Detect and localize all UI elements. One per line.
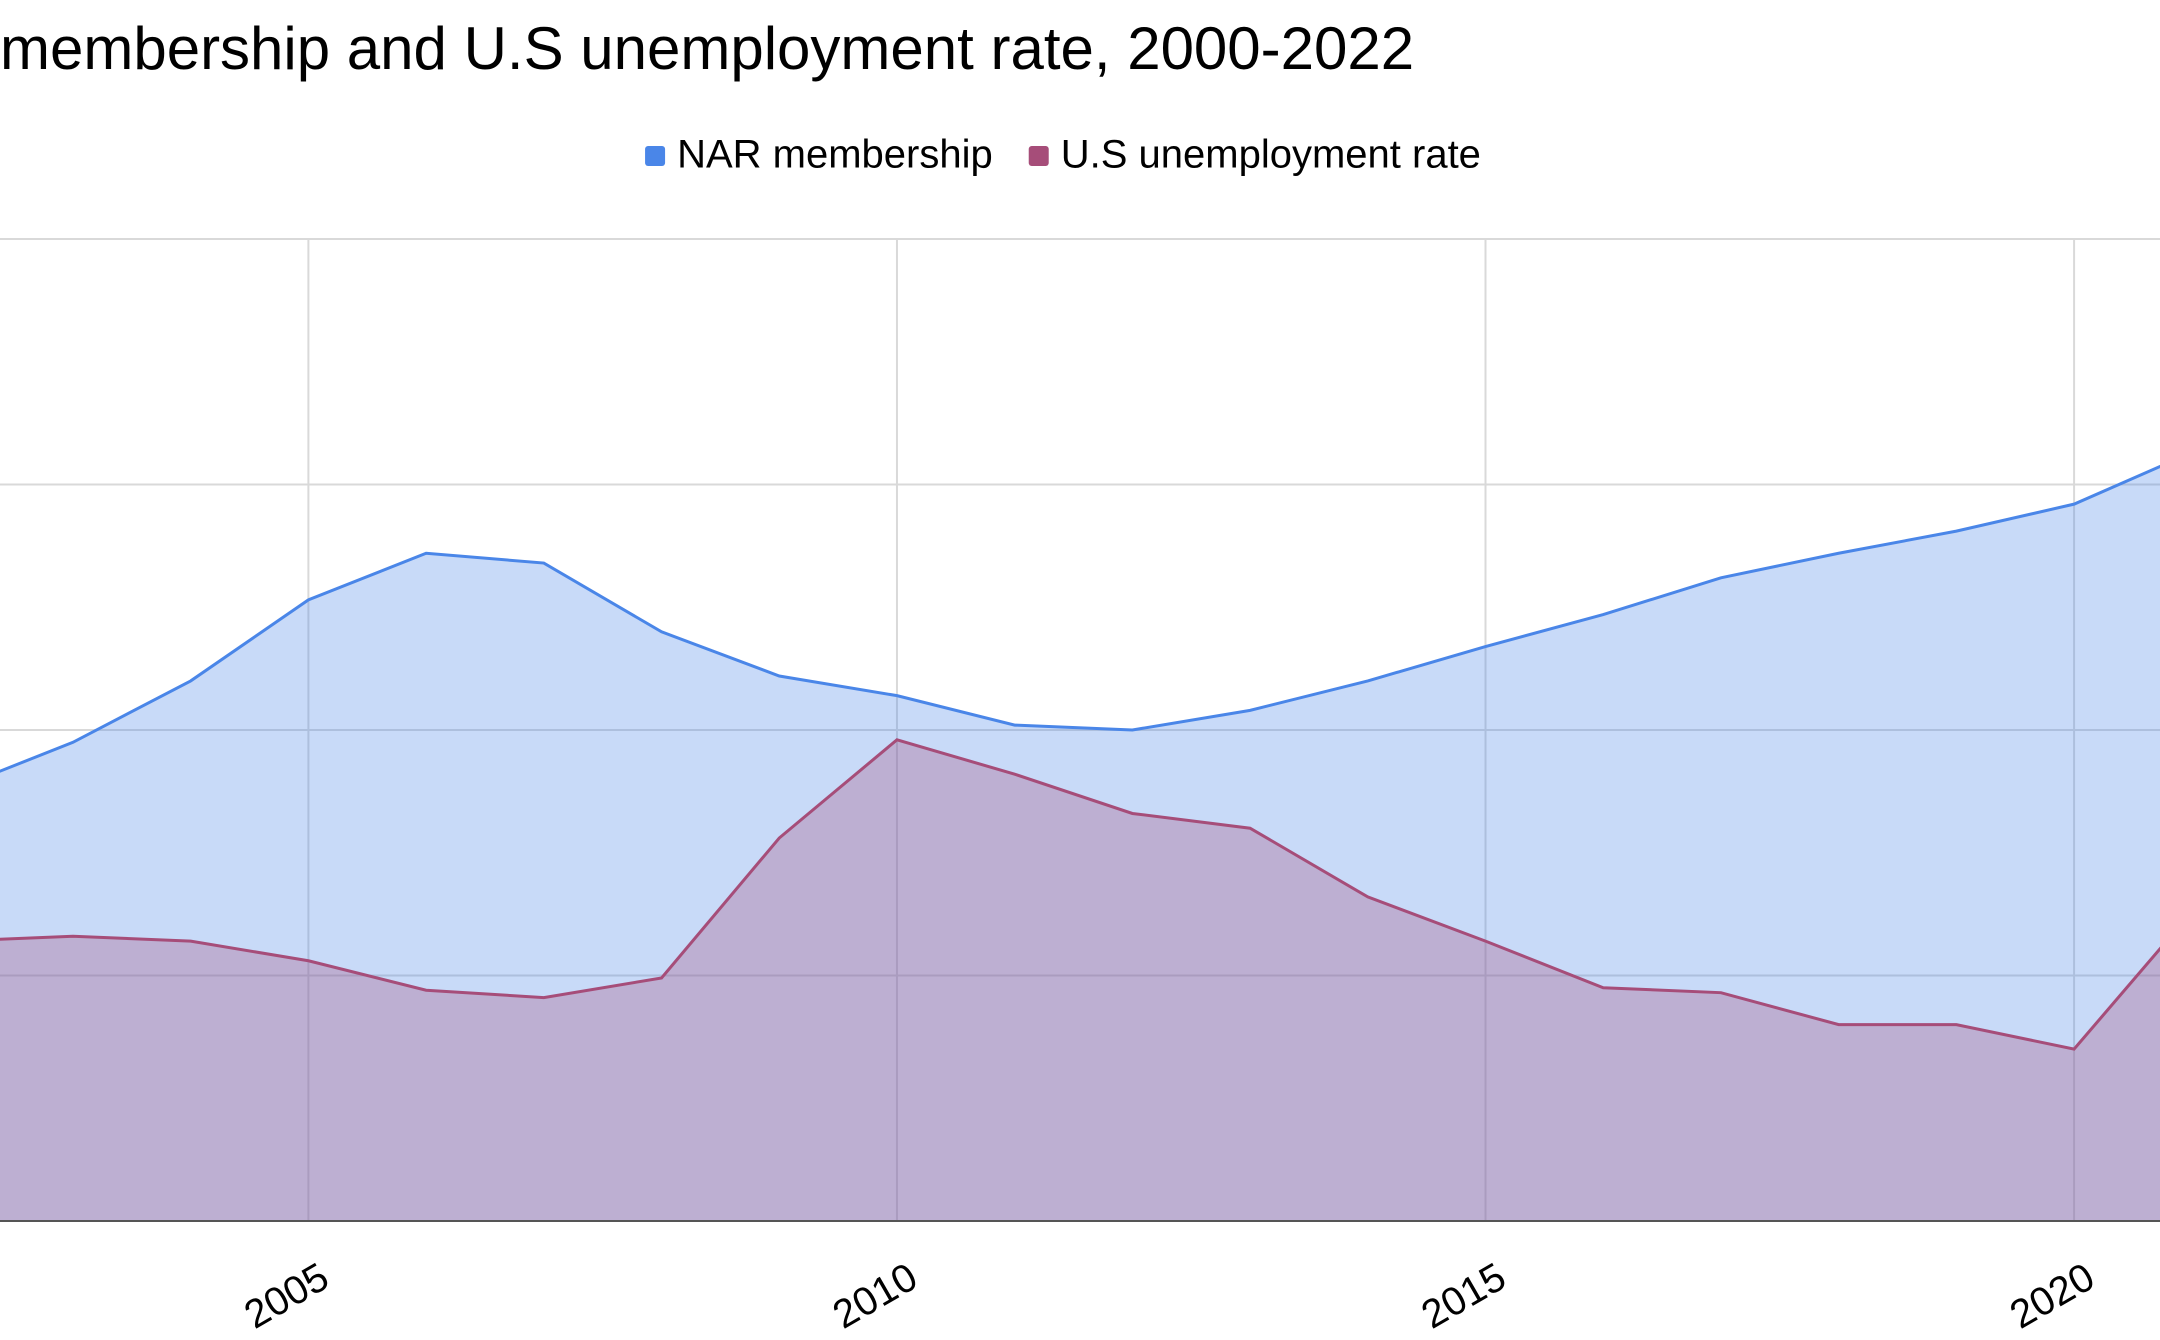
legend-swatch (645, 146, 666, 166)
series-line (0, 738, 2160, 1051)
legend-label: U.S unemployment rate (1061, 133, 1481, 177)
x-tick-label: 2005 (237, 1255, 336, 1338)
legend-swatch (1028, 146, 1049, 166)
chart-title: membership and U.S unemployment rate, 20… (0, 15, 1414, 82)
plot-area (0, 464, 2160, 1221)
x-tick-label: 2010 (826, 1255, 925, 1338)
area-fill (0, 739, 2160, 1221)
series-line (0, 464, 2160, 773)
x-tick-label: 2015 (1414, 1255, 1513, 1338)
x-tick-label: 2020 (2003, 1255, 2102, 1338)
legend: NAR membership U.S unemployment rate (645, 133, 1481, 177)
area-fill (0, 466, 2160, 1221)
legend-label: NAR membership (677, 133, 993, 177)
